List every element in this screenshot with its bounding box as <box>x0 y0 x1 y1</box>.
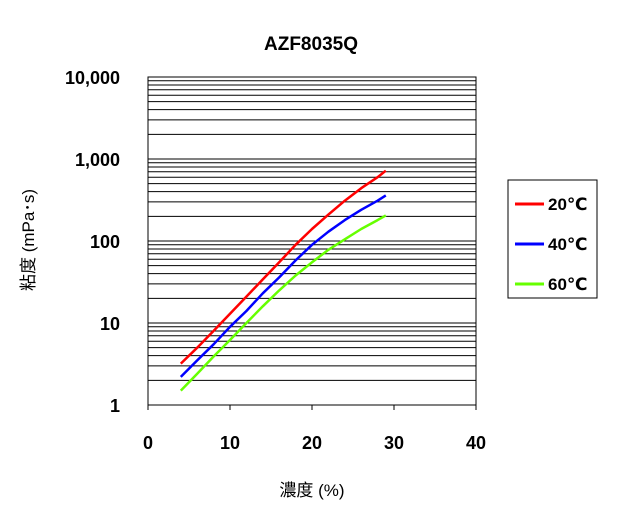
y-tick-label: 1,000 <box>75 150 120 170</box>
gridlines <box>148 76 476 406</box>
x-tick-label: 40 <box>466 433 486 453</box>
y-axis-label: 粘度 (mPa･s) <box>19 189 38 291</box>
legend-label: 20℃ <box>548 195 588 214</box>
series-line <box>179 194 387 378</box>
x-axis-label: 濃度 (%) <box>279 481 344 500</box>
legend-label: 60℃ <box>548 275 588 294</box>
y-tick-label: 10 <box>100 314 120 334</box>
x-tick-label: 0 <box>143 433 153 453</box>
legend: 20℃ 40℃ 60℃ <box>507 179 598 299</box>
series-line <box>179 214 387 392</box>
legend-box <box>507 179 598 299</box>
series-lines <box>179 169 387 392</box>
x-tick-labels: 0 10 20 30 40 <box>143 405 486 453</box>
y-tick-labels: 1 10 100 1,000 10,000 <box>65 68 120 416</box>
y-tick-label: 1 <box>110 396 120 416</box>
chart-title: AZF8035Q <box>264 34 358 55</box>
series-line <box>179 169 387 365</box>
x-tick-label: 30 <box>384 433 404 453</box>
x-tick-label: 20 <box>302 433 322 453</box>
x-tick-label: 10 <box>220 433 240 453</box>
y-tick-label: 10,000 <box>65 68 120 88</box>
y-tick-label: 100 <box>90 232 120 252</box>
legend-label: 40℃ <box>548 235 588 254</box>
